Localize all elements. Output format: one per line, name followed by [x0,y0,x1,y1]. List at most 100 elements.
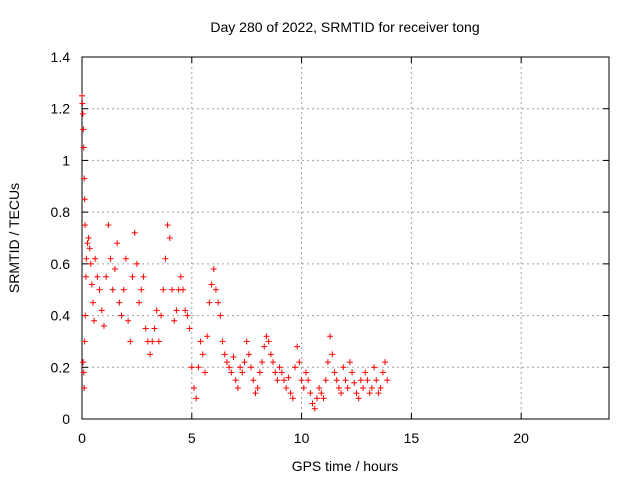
data-point [84,240,91,247]
data-point [379,369,386,376]
data-point [320,395,327,402]
data-point [162,255,169,262]
data-point [340,364,347,371]
data-point [142,325,149,332]
data-point [122,255,129,262]
data-point [81,384,88,391]
data-point [316,384,323,391]
data-point [377,384,384,391]
y-tick-label: 1.4 [51,49,71,65]
data-point [82,273,89,280]
data-point [79,100,86,107]
x-tick-label: 10 [294,430,310,446]
data-point [166,235,173,241]
data-point [80,126,87,133]
x-tick-label: 0 [78,430,86,446]
data-point [147,351,154,358]
data-point [80,144,87,151]
y-tick-label: 0 [62,411,70,427]
data-point [103,273,110,280]
x-tick-label: 15 [404,430,420,446]
data-point [217,312,224,319]
data-point [177,273,184,280]
data-point [180,286,187,293]
data-point [100,322,107,329]
data-point [237,364,244,371]
data-point [252,390,259,397]
data-point [342,377,349,384]
data-point [85,235,92,241]
data-point [114,240,121,247]
data-point [120,286,127,293]
data-point [81,175,88,182]
data-point [153,307,160,314]
data-point [276,364,283,371]
grid-lines [82,57,609,419]
data-point [151,325,158,332]
data-point [248,364,255,371]
data-point [109,286,116,293]
data-point [256,369,263,376]
data-point [263,333,270,340]
data-point [294,343,301,350]
data-point [382,359,389,366]
data-point [188,364,195,371]
data-point [206,299,213,306]
data-point [357,377,364,384]
y-tick-label: 1 [62,152,70,168]
data-point [322,377,329,384]
data-point [155,338,162,345]
x-axis-label: GPS time / hours [292,458,399,474]
axis-ticks [81,56,609,420]
data-point [164,222,171,229]
data-point [127,338,134,345]
data-point [267,351,274,358]
data-point [355,395,362,402]
y-axis-label: SRMTID / TECUs [6,183,22,293]
data-point [344,384,351,391]
data-point [311,405,318,412]
data-point [265,338,272,345]
data-point [329,351,336,358]
data-point [351,379,358,386]
data-point [87,260,94,267]
plot-frame [81,56,610,420]
data-point [80,369,87,376]
data-point [81,196,88,203]
data-point [272,369,279,376]
y-tick-label: 0.4 [51,308,71,324]
data-point [241,359,248,366]
data-point [353,390,360,397]
data-point [261,343,268,350]
data-point [138,286,145,293]
data-point [285,374,292,381]
data-point [360,384,367,391]
data-point [212,286,219,293]
data-point [171,317,178,324]
data-point [89,299,96,306]
data-point [173,307,180,314]
data-point [204,333,211,340]
data-point [309,400,316,407]
data-point [98,307,105,314]
data-point [129,273,136,280]
data-point [107,255,114,262]
data-point [125,317,132,324]
data-point [160,286,167,293]
data-point [366,390,373,397]
data-point [368,384,375,391]
data-point [346,359,353,366]
data-point [318,390,325,397]
chart-title: Day 280 of 2022, SRMTID for receiver ton… [210,19,479,35]
data-point [313,395,320,402]
data-point [215,299,222,306]
data-point [291,364,298,371]
data-point [384,377,391,384]
data-point [82,222,89,229]
data-point [305,377,312,384]
data-point [298,377,305,384]
x-tick-labels: 0 5 10 15 20 [78,430,529,446]
data-point [105,222,112,229]
data-point [116,299,123,306]
